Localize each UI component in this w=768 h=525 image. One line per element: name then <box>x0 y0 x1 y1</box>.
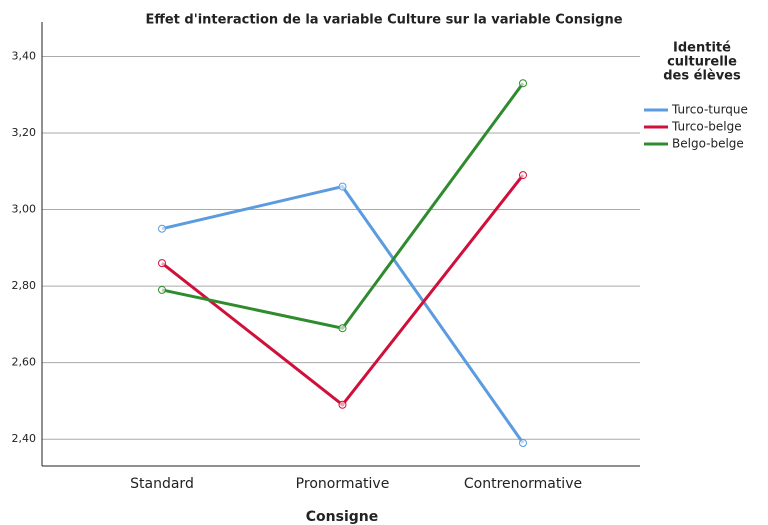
legend-label: Belgo-belge <box>672 137 744 151</box>
point-marker <box>519 439 527 448</box>
legend-title: culturelle <box>667 55 737 70</box>
y-tick-label: 3,20 <box>12 126 37 139</box>
legend-title: Identité <box>673 41 731 56</box>
point-marker <box>158 285 166 294</box>
x-tick-label: Standard <box>130 476 194 492</box>
legend-label: Turco-belge <box>671 120 742 134</box>
legend-title: des élèves <box>663 69 741 84</box>
y-tick-label: 3,00 <box>12 203 37 216</box>
point-marker <box>338 182 347 191</box>
x-axis-label: Consigne <box>306 509 378 525</box>
point-marker <box>338 400 347 409</box>
legend-label: Turco-turque <box>671 103 748 117</box>
point-marker <box>338 324 347 333</box>
y-tick-label: 3,40 <box>12 49 37 62</box>
point-marker <box>519 171 527 180</box>
series-line <box>161 82 525 330</box>
x-tick-label: Contrenormative <box>464 476 582 492</box>
x-tick-label: Pronormative <box>296 476 390 492</box>
point-marker <box>519 79 527 88</box>
chart-title: Effet d'interaction de la variable Cultu… <box>145 13 622 28</box>
y-tick-label: 2,60 <box>12 356 37 369</box>
y-tick-label: 2,40 <box>12 432 37 445</box>
point-marker <box>158 224 166 233</box>
point-marker <box>158 259 166 268</box>
y-tick-label: 2,80 <box>12 279 37 292</box>
